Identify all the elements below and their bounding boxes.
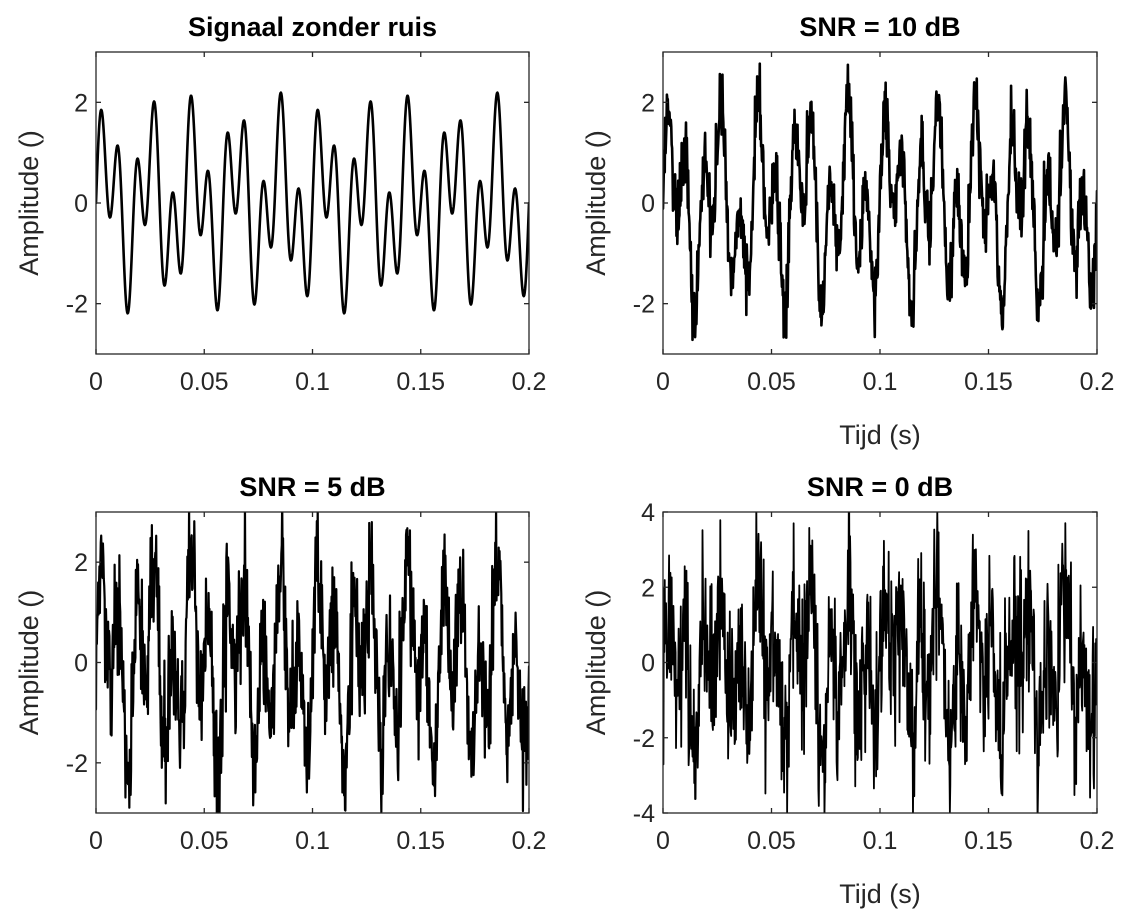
- x-axis-label: Tijd (s): [839, 879, 921, 909]
- y-tick-label: 2: [74, 549, 88, 577]
- y-axis-label: Amplitude (): [581, 590, 611, 736]
- x-tick-label: 0.15: [396, 827, 445, 855]
- x-tick-label: 0.1: [295, 368, 330, 396]
- subplot-snr-0db: 0 0.05 0.1 0.15 0.2 -4 -2 0 2 4 SNR = 0 dB Amplitud…: [581, 472, 1114, 909]
- x-tick-label: 0.2: [1080, 368, 1115, 396]
- x-tick-label: 0: [89, 368, 103, 396]
- subplot-title: SNR = 0 dB: [807, 472, 953, 502]
- y-tick-label: 0: [74, 650, 88, 678]
- x-tick-label: 0.15: [396, 368, 445, 396]
- x-tick-label: 0.05: [180, 368, 229, 396]
- y-tick-label: 0: [641, 190, 655, 218]
- x-tick-label: 0.1: [863, 827, 898, 855]
- y-axis-label: Amplitude (): [581, 130, 611, 276]
- y-tick-label: 2: [641, 574, 655, 602]
- series-line: [663, 512, 1097, 813]
- x-tick-label: 0.15: [964, 827, 1013, 855]
- x-tick-label: 0.2: [512, 827, 547, 855]
- y-tick-label: -4: [633, 800, 655, 828]
- x-tick-label: 0.05: [747, 827, 796, 855]
- y-tick-label: 0: [641, 650, 655, 678]
- series-line: [96, 91, 529, 315]
- subplot-snr-10db: 0 0.05 0.1 0.15 0.2 -2 0 2 SNR = 10 dB Amplitude …: [581, 12, 1114, 450]
- y-axis-label: Amplitude (): [14, 590, 44, 736]
- subplot-title: SNR = 5 dB: [239, 472, 385, 502]
- x-tick-label: 0: [89, 827, 103, 855]
- y-tick-label: -2: [66, 750, 88, 778]
- x-tick-label: 0: [656, 368, 670, 396]
- x-tick-label: 0.2: [512, 368, 547, 396]
- x-tick-label: 0.15: [964, 368, 1013, 396]
- x-tick-label: 0.2: [1080, 827, 1115, 855]
- y-tick-label: -2: [66, 291, 88, 319]
- y-tick-label: -2: [633, 291, 655, 319]
- subplot-clean: 0 0.05 0.1 0.15 0.2 -2 0 2 Signaal zonder ruis Am…: [14, 12, 546, 396]
- series-line: [663, 62, 1097, 342]
- y-tick-label: 2: [74, 89, 88, 117]
- series-line: [96, 512, 529, 813]
- x-tick-label: 0.05: [747, 368, 796, 396]
- subplot-title: Signaal zonder ruis: [188, 12, 437, 42]
- y-tick-label: 0: [74, 190, 88, 218]
- y-axis-label: Amplitude (): [14, 130, 44, 276]
- subplot-snr-5db: 0 0.05 0.1 0.15 0.2 -2 0 2 SNR = 5 dB Amplitude (…: [14, 472, 546, 855]
- x-axis-label: Tijd (s): [839, 420, 921, 450]
- y-tick-label: 4: [641, 499, 655, 527]
- x-tick-label: 0: [656, 827, 670, 855]
- x-tick-label: 0.1: [863, 368, 898, 396]
- x-tick-label: 0.1: [295, 827, 330, 855]
- subplot-title: SNR = 10 dB: [799, 12, 960, 42]
- x-tick-label: 0.05: [180, 827, 229, 855]
- y-tick-label: -2: [633, 725, 655, 753]
- y-tick-label: 2: [641, 89, 655, 117]
